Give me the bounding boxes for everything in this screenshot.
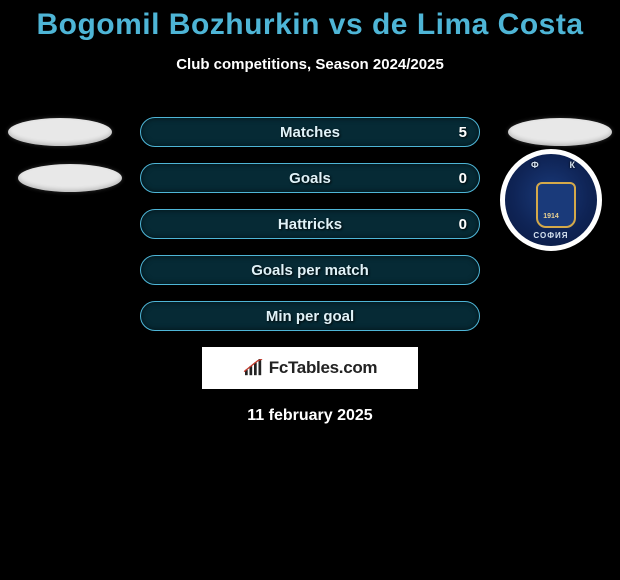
comparison-card: Bogomil Bozhurkin vs de Lima Costa Club … <box>0 0 620 580</box>
page-title: Bogomil Bozhurkin vs de Lima Costa <box>0 8 620 42</box>
brand-logo-box[interactable]: FcTables.com <box>202 347 418 389</box>
stat-row-goals-per-match: Goals per match <box>0 249 620 295</box>
stat-label: Hattricks <box>278 216 342 233</box>
stats-area: Ф К 1914 СОФИЯ Matches 5 Goals 0 Hattric… <box>0 111 620 341</box>
stat-label: Min per goal <box>266 308 354 325</box>
stat-row-goals: Goals 0 <box>0 157 620 203</box>
brand-text: FcTables.com <box>269 358 378 378</box>
stat-pill: Hattricks 0 <box>140 209 480 239</box>
stat-row-matches: Matches 5 <box>0 111 620 157</box>
stat-value-right: 5 <box>459 124 467 141</box>
stat-value-right: 0 <box>459 170 467 187</box>
stat-label: Matches <box>280 124 340 141</box>
stat-value-right: 0 <box>459 216 467 233</box>
subtitle: Club competitions, Season 2024/2025 <box>0 56 620 73</box>
stat-row-hattricks: Hattricks 0 <box>0 203 620 249</box>
stat-pill: Min per goal <box>140 301 480 331</box>
bar-chart-icon <box>243 359 265 377</box>
stat-pill: Goals per match <box>140 255 480 285</box>
stat-pill: Goals 0 <box>140 163 480 193</box>
stat-row-min-per-goal: Min per goal <box>0 295 620 341</box>
stat-label: Goals <box>289 170 331 187</box>
stat-label: Goals per match <box>251 262 369 279</box>
stat-pill: Matches 5 <box>140 117 480 147</box>
date-label: 11 february 2025 <box>0 407 620 425</box>
